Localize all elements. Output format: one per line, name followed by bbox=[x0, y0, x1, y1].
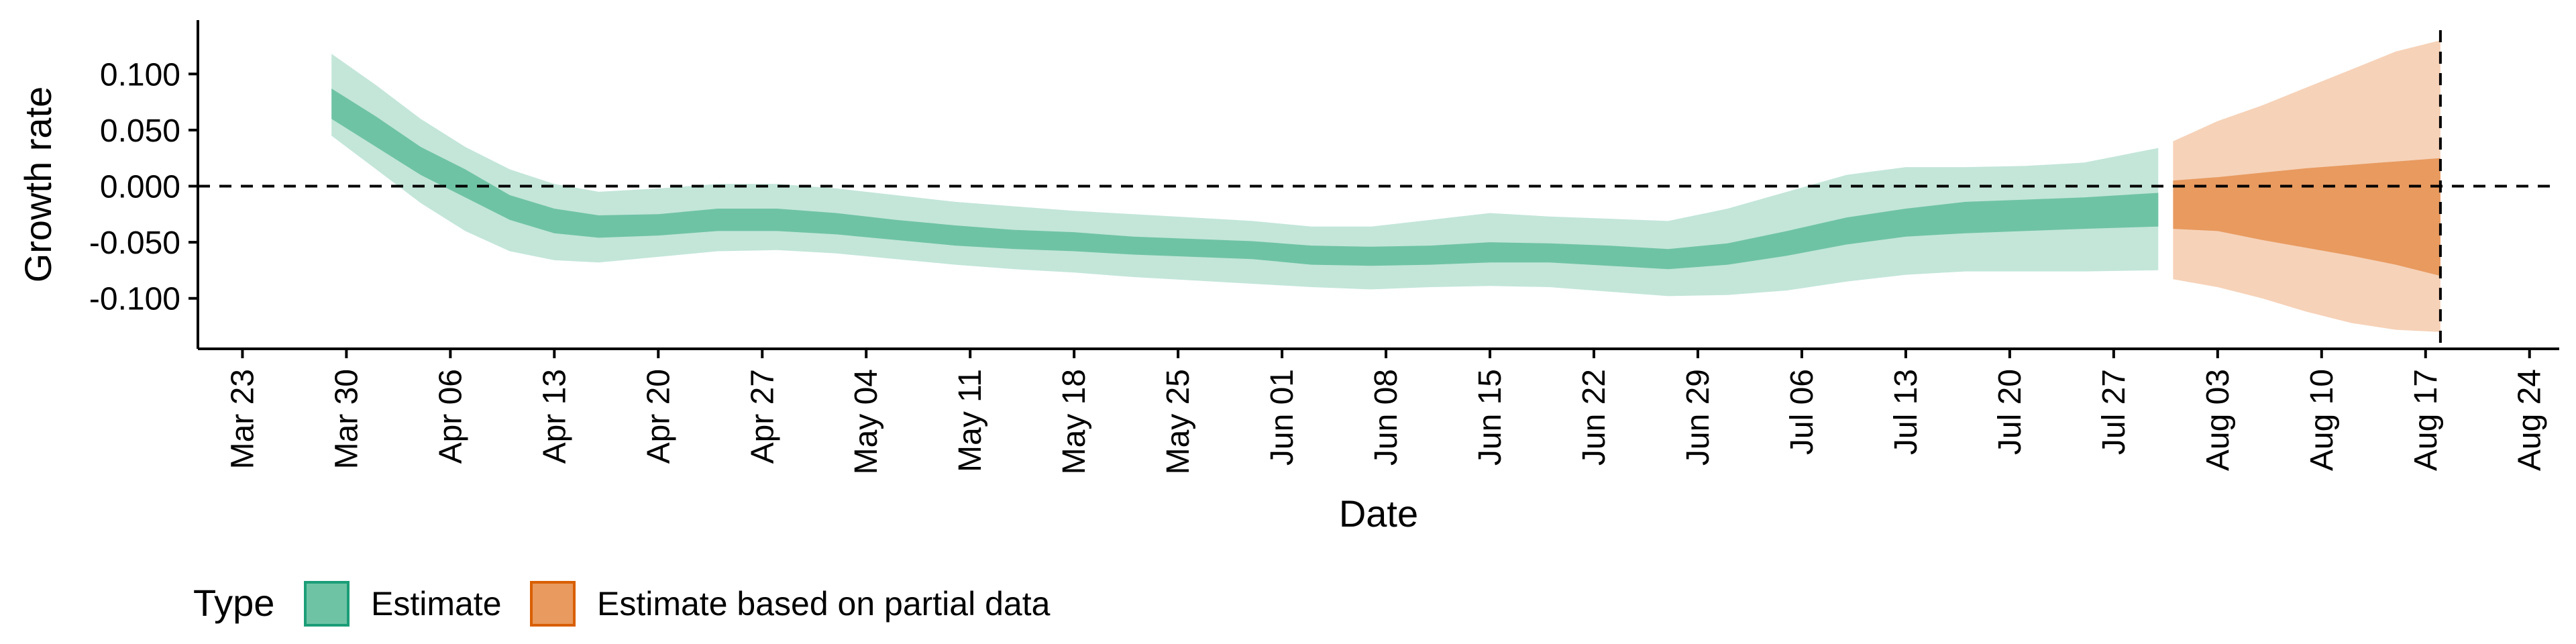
y-tick-label: -0.100 bbox=[89, 282, 180, 317]
x-tick-label: Jun 22 bbox=[1576, 369, 1612, 466]
band-outer-estimate bbox=[331, 54, 2159, 297]
x-tick-label: Apr 27 bbox=[745, 369, 780, 464]
x-tick-label: Jun 15 bbox=[1472, 369, 1508, 466]
x-tick-label: Mar 30 bbox=[329, 369, 364, 469]
x-axis-title: Date bbox=[1339, 492, 1418, 535]
x-tick-label: Aug 24 bbox=[2512, 369, 2548, 471]
x-tick-label: Jun 08 bbox=[1368, 369, 1404, 466]
legend: Type Estimate Estimate based on partial … bbox=[193, 581, 1051, 627]
y-tick-label: 0.000 bbox=[100, 170, 180, 205]
band-inner-estimate bbox=[331, 89, 2159, 270]
x-tick-label: Jun 01 bbox=[1265, 369, 1300, 466]
legend-key-partial bbox=[530, 581, 576, 627]
x-tick-label: Aug 03 bbox=[2200, 369, 2236, 471]
x-tick-label: Apr 13 bbox=[537, 369, 572, 464]
legend-key-estimate bbox=[304, 581, 350, 627]
legend-label-estimate: Estimate bbox=[371, 585, 502, 623]
x-tick-label: Aug 10 bbox=[2304, 369, 2340, 471]
x-tick-label: Mar 23 bbox=[225, 369, 260, 469]
legend-title: Type bbox=[193, 582, 274, 624]
x-tick-label: May 25 bbox=[1161, 369, 1196, 474]
reference-lines bbox=[198, 30, 2559, 349]
y-tick-label: -0.050 bbox=[89, 225, 180, 261]
x-tick-label: Jul 20 bbox=[1992, 369, 2028, 455]
axes: -0.100 -0.050 0.000 0.050 0.100 Mar 23 Mar 30 A… bbox=[89, 20, 2559, 474]
x-tick-label: May 18 bbox=[1057, 369, 1092, 474]
y-axis-title: Growth rate bbox=[17, 87, 59, 283]
legend-label-partial: Estimate based on partial data bbox=[597, 585, 1051, 623]
band-inner-partial bbox=[2173, 158, 2440, 276]
x-tick-label: Jul 06 bbox=[1784, 369, 1820, 455]
y-tick-label: 0.050 bbox=[100, 113, 180, 149]
y-tick-label: 0.100 bbox=[100, 57, 180, 93]
x-tick-label: Jul 13 bbox=[1888, 369, 1924, 455]
x-tick-label: Apr 20 bbox=[641, 369, 676, 464]
x-tick-label: Aug 17 bbox=[2408, 369, 2444, 471]
x-tick-label: May 11 bbox=[953, 369, 988, 472]
x-tick-label: Jul 27 bbox=[2096, 369, 2132, 455]
x-tick-label: Apr 06 bbox=[433, 369, 468, 464]
x-tick-label: May 04 bbox=[849, 369, 884, 474]
x-tick-label: Jun 29 bbox=[1680, 369, 1716, 466]
